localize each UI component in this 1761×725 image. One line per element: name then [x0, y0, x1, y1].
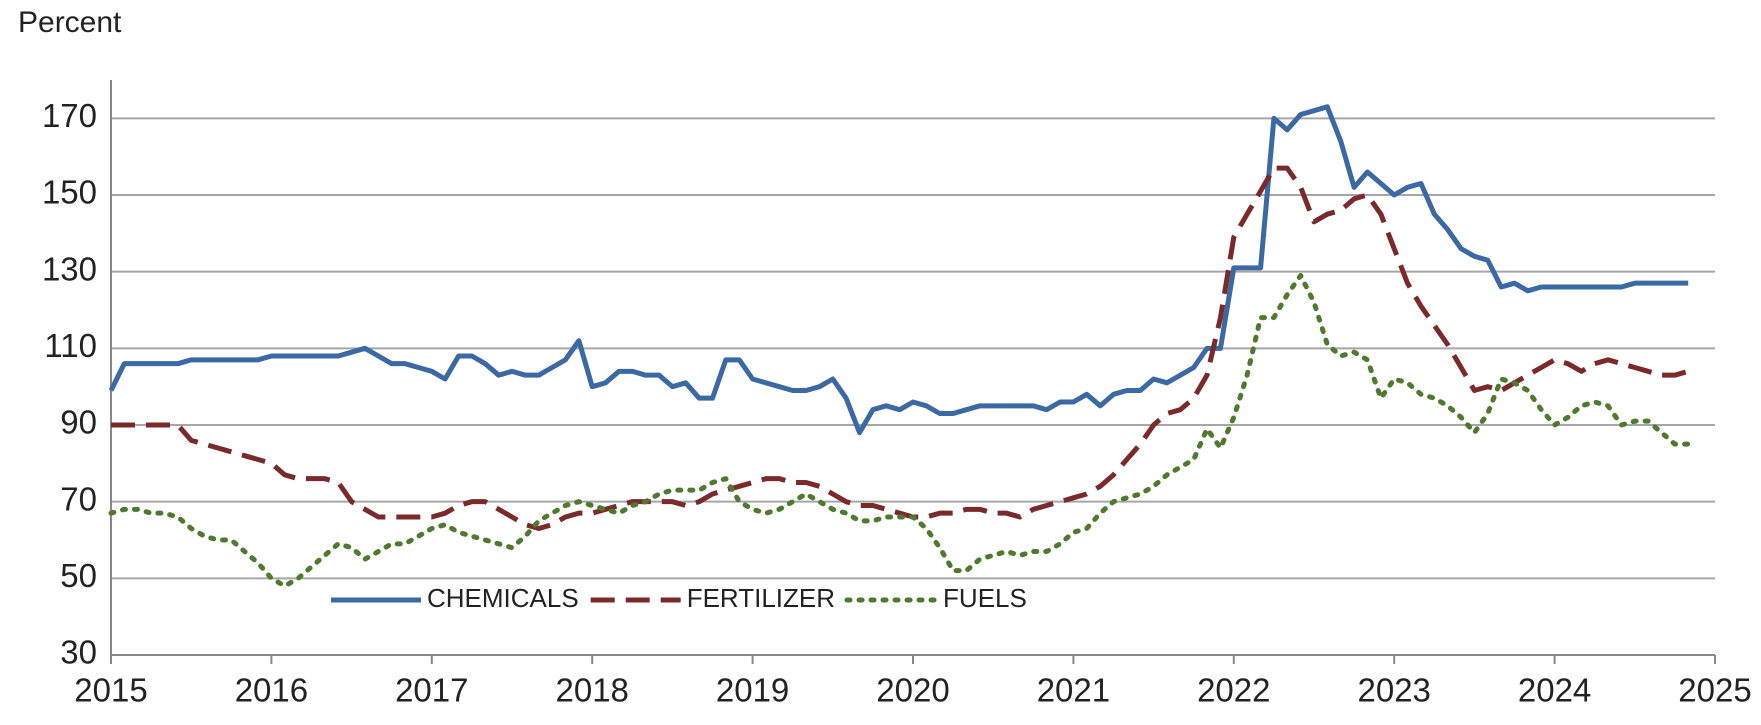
y-tick-label: 70 — [60, 480, 97, 517]
y-tick-label: 90 — [60, 404, 97, 441]
x-tick-label: 2022 — [1197, 672, 1270, 709]
y-tick-label: 30 — [60, 634, 97, 671]
y-tick-label: 130 — [42, 250, 97, 287]
y-tick-label: 170 — [42, 97, 97, 134]
x-tick-label: 2018 — [555, 672, 628, 709]
x-tick-label: 2021 — [1037, 672, 1110, 709]
legend-label: FUELS — [943, 583, 1027, 613]
x-tick-label: 2019 — [716, 672, 789, 709]
x-tick-label: 2024 — [1518, 672, 1591, 709]
x-tick-label: 2023 — [1357, 672, 1430, 709]
line-chemicals — [108, 104, 1689, 436]
y-tick-label: 110 — [44, 327, 97, 364]
legend-label: FERTILIZER — [687, 583, 835, 613]
x-tick-label: 2020 — [876, 672, 949, 709]
y-axis-label: Percent — [18, 6, 122, 39]
y-tick-label: 50 — [60, 557, 97, 594]
line-fertilizer — [111, 165, 1689, 531]
legend-label: CHEMICALS — [427, 583, 579, 613]
x-tick-label: 2017 — [395, 672, 468, 709]
y-tick-label: 150 — [42, 174, 97, 211]
line-fuels — [108, 273, 1691, 589]
x-tick-label: 2016 — [235, 672, 308, 709]
x-tick-label: 2025 — [1678, 672, 1751, 709]
x-tick-label: 2015 — [74, 672, 147, 709]
